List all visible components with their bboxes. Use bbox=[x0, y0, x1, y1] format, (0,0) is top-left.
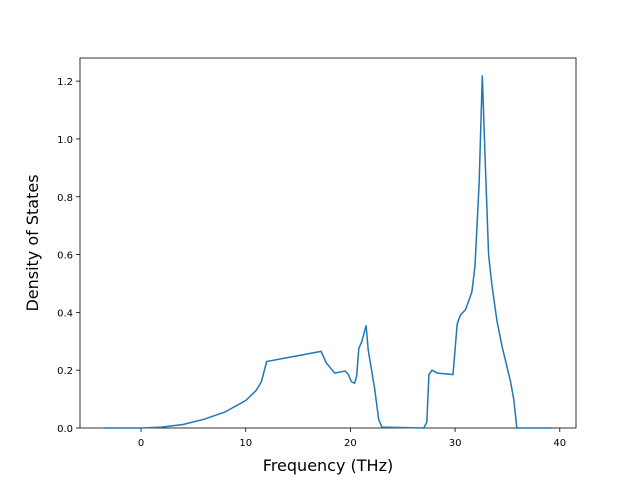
x-tick-label: 40 bbox=[553, 438, 566, 449]
x-tick-label: 20 bbox=[344, 438, 357, 449]
x-axis-label: Frequency (THz) bbox=[263, 456, 393, 475]
y-tick-label: 0.6 bbox=[57, 251, 73, 262]
y-tick-label: 0.4 bbox=[57, 308, 73, 319]
x-tick-label: 10 bbox=[239, 438, 252, 449]
line bbox=[104, 75, 552, 429]
y-tick-label: 0.0 bbox=[57, 424, 73, 435]
plot-frame bbox=[79, 57, 577, 429]
x-tick-label: 30 bbox=[449, 438, 462, 449]
y-tick-label: 1.2 bbox=[57, 77, 73, 88]
x-tick-label: 0 bbox=[138, 438, 144, 449]
y-axis-label: Density of States bbox=[23, 174, 42, 311]
y-tick-label: 0.2 bbox=[57, 366, 73, 377]
y-tick-label: 1.0 bbox=[57, 135, 73, 146]
y-tick-label: 0.8 bbox=[57, 193, 73, 204]
